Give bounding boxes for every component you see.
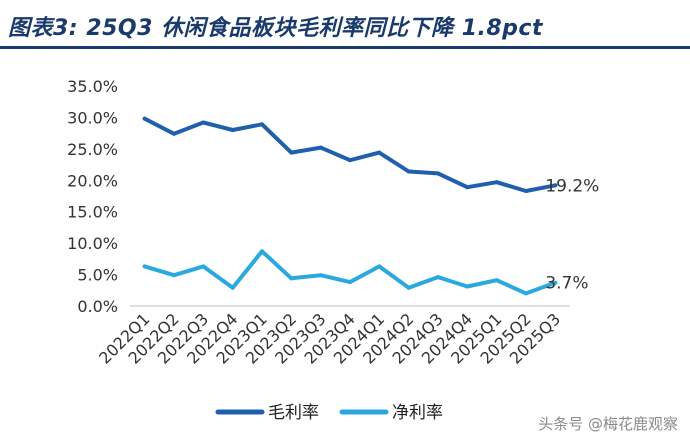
data-point [318, 145, 323, 150]
data-point [494, 278, 499, 283]
series-line-net-margin [142, 249, 558, 296]
data-point [201, 264, 206, 269]
data-point [406, 285, 411, 290]
data-point [260, 249, 264, 254]
data-point [377, 150, 382, 155]
data-point [260, 122, 264, 127]
data-point [465, 185, 470, 190]
y-tick-label: 15.0% [67, 203, 118, 222]
data-point [494, 180, 499, 185]
data-point [289, 276, 294, 281]
y-tick-label: 0.0% [77, 297, 118, 316]
data-point [172, 131, 176, 136]
data-point [436, 275, 440, 280]
data-point [230, 128, 235, 132]
data-point [524, 188, 528, 193]
y-tick-label: 20.0% [67, 171, 118, 190]
data-point [172, 273, 176, 278]
chart-title: 图表3: 25Q3 休闲食品板块毛利率同比下降 1.8pct [8, 16, 543, 41]
legend-label: 毛利率 [268, 403, 319, 423]
y-tick-label: 30.0% [67, 108, 118, 127]
data-point [230, 285, 235, 290]
legend-label: 净利率 [392, 403, 443, 423]
y-tick-label: 5.0% [77, 266, 118, 285]
data-point [377, 264, 382, 269]
watermark: 头条号 @梅花鹿观察 [538, 415, 678, 433]
data-point [289, 150, 294, 155]
title-divider [0, 46, 690, 49]
data-point [142, 264, 147, 269]
y-tick-label: 25.0% [67, 140, 118, 159]
data-point [348, 280, 352, 285]
data-point [524, 291, 528, 296]
y-tick-label: 35.0% [67, 77, 118, 96]
data-point [553, 183, 558, 188]
series-line-gross-margin [142, 116, 558, 193]
data-point [318, 273, 323, 278]
data-point [406, 169, 411, 174]
data-point [142, 116, 147, 121]
data-point [201, 120, 206, 125]
data-point [465, 284, 470, 289]
data-point [553, 280, 558, 285]
end-value-label: 3.7% [545, 274, 588, 294]
end-value-label: 19.2% [545, 176, 599, 196]
data-point [436, 171, 440, 176]
data-point [348, 158, 352, 163]
y-tick-label: 10.0% [67, 234, 118, 253]
